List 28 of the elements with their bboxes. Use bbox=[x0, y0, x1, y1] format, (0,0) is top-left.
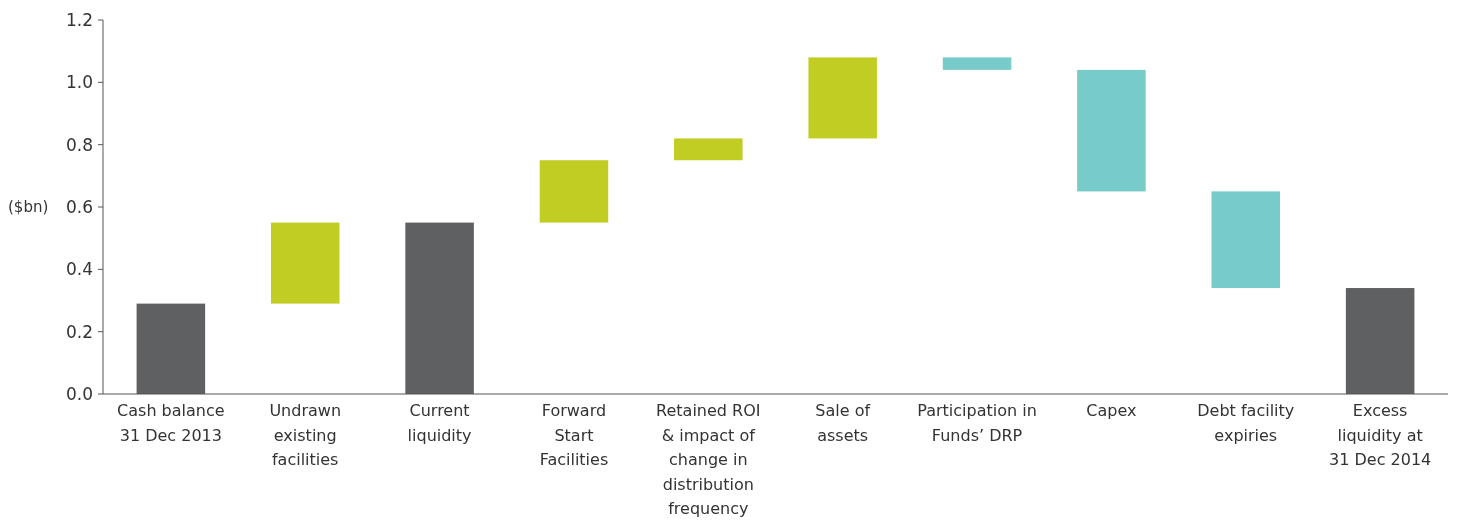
bar bbox=[1077, 69, 1146, 192]
y-tick-label: 0.0 bbox=[65, 383, 93, 404]
bar bbox=[1211, 191, 1281, 289]
bar bbox=[808, 57, 877, 139]
bar bbox=[1345, 288, 1415, 394]
x-tick-label: Cash balance 31 Dec 2013 bbox=[117, 401, 225, 445]
x-tick-label: Capex bbox=[1086, 401, 1137, 420]
bar bbox=[942, 57, 1012, 70]
bar bbox=[136, 303, 206, 394]
x-tick-label: Sale of assets bbox=[815, 401, 871, 445]
y-tick-label: 0.6 bbox=[65, 196, 93, 217]
y-tick-label: 1.0 bbox=[65, 72, 93, 93]
x-tick-label: Forward Start Facilities bbox=[539, 401, 609, 469]
x-tick-label: Debt facility expiries bbox=[1197, 401, 1295, 445]
y-tick-label: 0.8 bbox=[65, 134, 93, 155]
bar bbox=[674, 138, 743, 161]
x-tick-label: Excess liquidity at 31 Dec 2014 bbox=[1329, 401, 1432, 469]
bar bbox=[539, 160, 609, 223]
y-tick-label: 1.2 bbox=[65, 9, 93, 30]
x-tick-label: Undrawn existing facilities bbox=[269, 401, 342, 469]
x-tick-label: Current liquidity bbox=[407, 401, 472, 445]
y-axis-title: ($bn) bbox=[8, 198, 49, 217]
x-tick-label: Participation in Funds’ DRP bbox=[917, 401, 1037, 445]
y-tick-label: 0.4 bbox=[65, 259, 93, 280]
bar bbox=[405, 222, 474, 394]
x-tick-label: Retained ROI & impact of change in distribution frequency bbox=[656, 401, 761, 518]
y-tick-label: 0.2 bbox=[65, 321, 93, 342]
bar bbox=[270, 222, 340, 304]
